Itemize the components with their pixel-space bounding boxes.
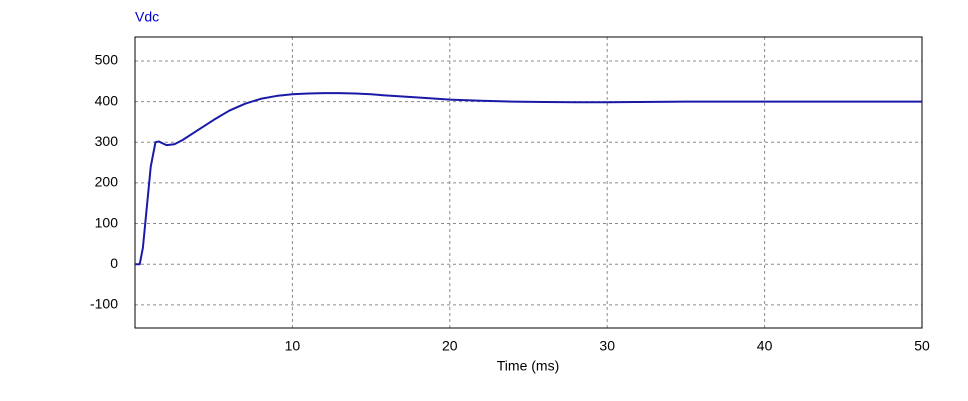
x-tick-label: 40 — [757, 338, 773, 354]
y-tick-label: -100 — [90, 296, 118, 312]
plot-frame — [134, 36, 923, 329]
y-tick-label: 0 — [110, 255, 118, 271]
x-axis-label: Time (ms) — [497, 358, 559, 374]
y-tick-label: 300 — [95, 133, 119, 149]
y-tick-label: 400 — [95, 92, 119, 108]
chart-title: Vdc — [135, 9, 159, 25]
x-tick-label: 50 — [914, 338, 930, 354]
y-tick-label: 200 — [95, 174, 119, 190]
x-tick-label: 10 — [285, 338, 301, 354]
line-series — [135, 92, 922, 266]
x-tick-label: 30 — [599, 338, 615, 354]
x-tick-label: 20 — [442, 338, 458, 354]
y-tick-label: 100 — [95, 214, 119, 230]
y-tick-label: 500 — [95, 52, 119, 68]
